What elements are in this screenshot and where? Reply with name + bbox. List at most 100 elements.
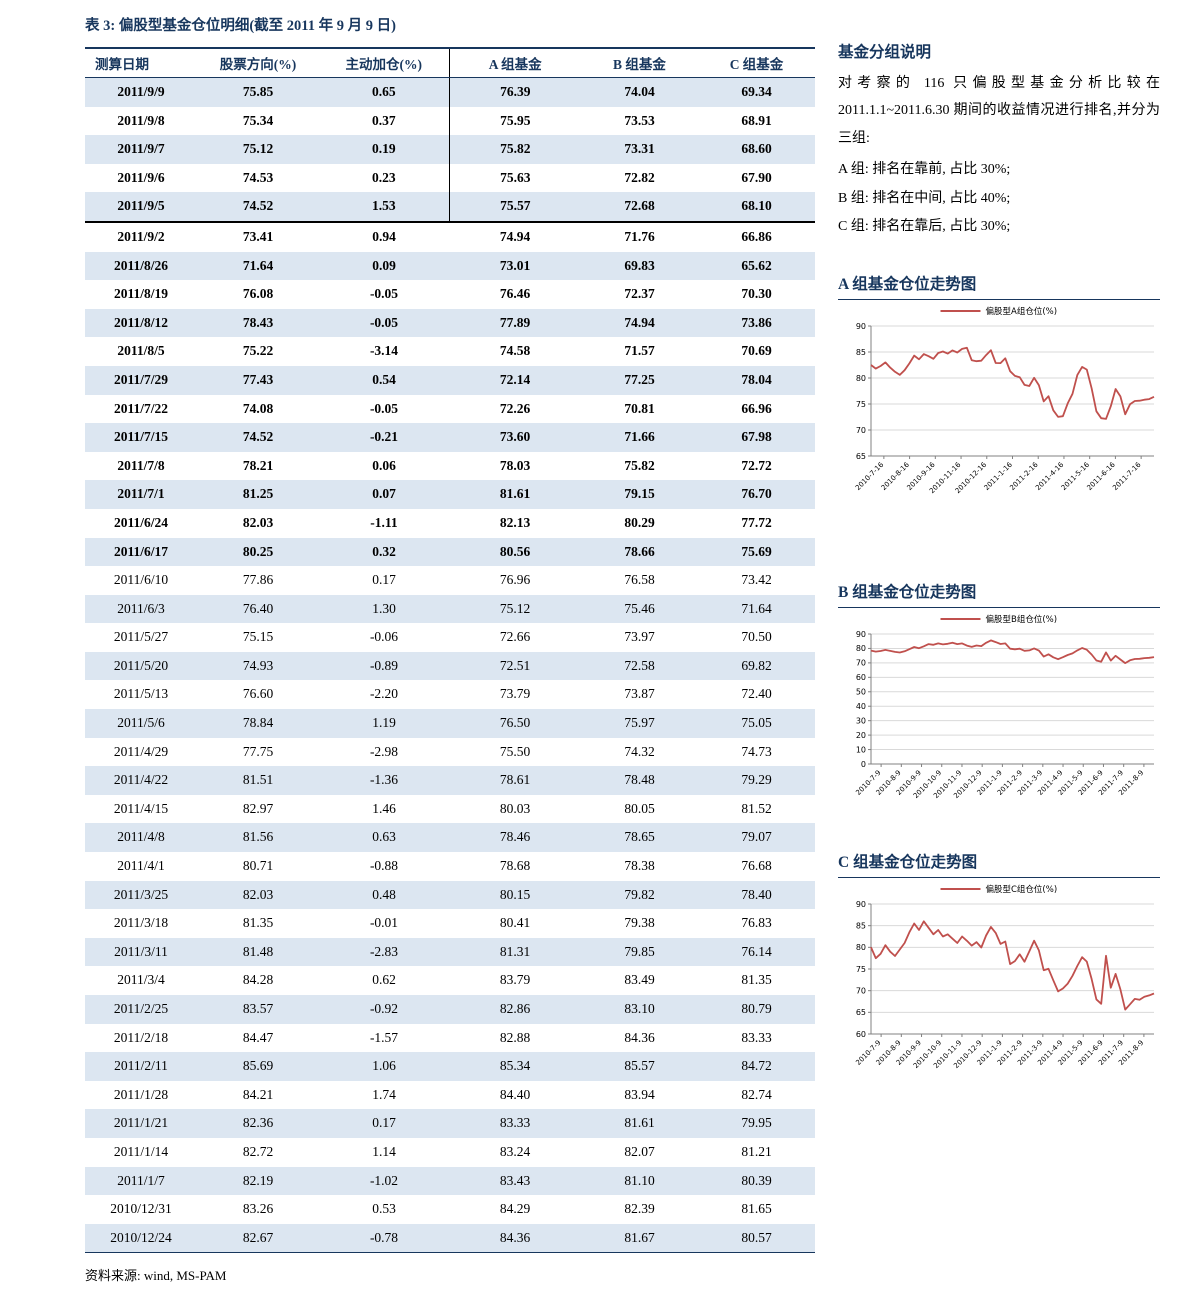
y-tick-label: 40 [856, 702, 866, 711]
value-cell: 79.85 [624, 943, 655, 959]
value-cell: 80.41 [499, 915, 531, 931]
value-cell: 76.08 [242, 286, 274, 302]
value-cell: 78.03 [499, 457, 531, 473]
value-cell: 75.69 [741, 543, 772, 559]
date-cell: 2011/9/9 [117, 84, 165, 99]
y-tick-label: 0 [861, 760, 866, 769]
table-row: 2011/7/22 74.08 -0.05 72.26 70.81 66.96 [85, 395, 815, 424]
value-cell: 85.69 [242, 1058, 274, 1074]
value-cell: 75.12 [242, 141, 274, 157]
y-tick-label: 90 [856, 322, 866, 331]
value-cell: 0.19 [319, 135, 450, 164]
value-cell: 72.51 [499, 657, 531, 673]
value-cell: 82.97 [242, 800, 274, 816]
y-tick-label: 65 [856, 1008, 866, 1017]
value-cell: 82.67 [197, 1223, 319, 1254]
value-cell: 73.31 [624, 141, 655, 157]
value-cell: 69.34 [741, 84, 772, 99]
value-cell: 82.13 [499, 514, 531, 530]
value-cell: 82.19 [242, 1172, 274, 1188]
date-cell: 2011/6/24 [113, 514, 168, 530]
value-cell: 74.52 [197, 192, 319, 223]
value-cell: 76.68 [741, 858, 772, 874]
value-cell: 75.15 [242, 629, 274, 645]
value-cell: 0.94 [372, 228, 396, 244]
chart-section-c: C 组基金仓位走势图 60 65 70 75 80 85 90 2010-7-9 2010-8-… [838, 850, 1160, 1087]
table-row: 2011/8/26 71.64 0.09 73.01 69.83 65.62 [85, 251, 815, 281]
value-cell: 0.53 [372, 1201, 396, 1217]
series-line [870, 920, 1155, 1011]
value-cell: 80.39 [741, 1172, 772, 1188]
y-tick-label: 60 [856, 1030, 866, 1039]
value-cell: 66.86 [741, 228, 772, 244]
value-cell: 81.10 [624, 1172, 655, 1188]
value-cell: 0.62 [372, 972, 396, 988]
value-cell: 83.33 [499, 1115, 531, 1131]
value-cell: 73.97 [624, 629, 655, 645]
value-cell: 1.53 [319, 192, 450, 223]
chart-c-title: C 组基金仓位走势图 [838, 850, 1160, 878]
value-cell: 72.37 [624, 286, 655, 302]
value-cell: 81.61 [499, 486, 531, 502]
value-cell: 84.28 [242, 972, 274, 988]
value-cell: 85.57 [624, 1058, 655, 1074]
value-cell: 76.39 [500, 84, 531, 99]
value-cell: 79.15 [624, 486, 655, 502]
date-cell: 2011/1/7 [117, 1172, 165, 1188]
value-cell: 82.39 [624, 1201, 655, 1217]
table-row: 2011/5/20 74.93 -0.89 72.51 72.58 69.82 [85, 651, 815, 681]
value-cell: -0.05 [369, 286, 399, 302]
chart-a-canvas: 65 70 75 80 85 90 2010-7-16 2010-8-16 2010-9-16 2… [838, 302, 1160, 509]
date-cell: 2011/5/13 [113, 686, 169, 702]
value-cell: 82.03 [242, 886, 274, 902]
table-row: 2011/6/24 82.03 -1.11 82.13 80.29 77.72 [85, 509, 815, 538]
value-cell: -1.02 [369, 1172, 399, 1188]
date-cell: 2011/4/22 [113, 772, 169, 788]
value-cell: 83.94 [624, 1086, 655, 1102]
value-cell: 76.96 [499, 572, 531, 588]
value-cell: 79.95 [741, 1115, 772, 1131]
value-cell: 76.40 [242, 600, 274, 616]
value-cell: 81.35 [242, 915, 274, 931]
legend-label: 偏股型B组仓位(%) [986, 614, 1058, 625]
grouping-note-items: A 组: 排名在靠前, 占比 30%; B 组: 排名在中间, 占比 40%; … [838, 156, 1160, 242]
value-cell: 74.53 [242, 169, 274, 185]
date-cell: 2011/3/18 [113, 915, 169, 931]
value-cell: 81.35 [741, 972, 772, 988]
y-tick-label: 90 [856, 630, 866, 639]
value-cell: 73.60 [499, 429, 531, 445]
value-cell: -0.05 [369, 314, 399, 330]
table-row: 2011/3/4 84.28 0.62 83.79 83.49 81.35 [85, 966, 815, 995]
value-cell: 67.98 [741, 429, 772, 445]
value-cell: 75.12 [499, 600, 531, 616]
value-cell: 76.50 [499, 715, 531, 731]
series-line [870, 639, 1155, 664]
table-row: 2011/2/18 84.47 -1.57 82.88 84.36 83.33 [85, 1024, 815, 1053]
value-cell: 72.26 [499, 400, 531, 416]
value-cell: 70.81 [624, 400, 655, 416]
y-tick-label: 50 [856, 688, 866, 697]
value-cell: 1.46 [372, 800, 396, 816]
chart-a-svg: 6570758085902010-7-162010-8-162010-9-162… [854, 306, 1155, 495]
value-cell: 83.10 [624, 1001, 655, 1016]
y-tick-label: 75 [856, 400, 866, 409]
date-cell: 2011/7/15 [113, 429, 168, 445]
date-cell: 2011/3/4 [117, 972, 165, 988]
value-cell: 74.32 [624, 743, 655, 759]
value-cell: 74.93 [242, 657, 274, 673]
chart-b-svg: 01020304050607080902010-7-92010-8-92010-… [854, 614, 1155, 800]
y-tick-label: 70 [856, 426, 866, 435]
value-cell: 72.40 [741, 686, 772, 702]
value-cell: -0.92 [369, 1001, 399, 1016]
value-cell: -0.01 [369, 915, 399, 931]
value-cell: 0.54 [372, 371, 396, 387]
value-cell: 79.38 [624, 915, 655, 931]
value-cell: 0.09 [372, 257, 396, 273]
source-note: 资料来源: wind, MS-PAM [85, 1268, 227, 1284]
value-cell: -0.88 [369, 858, 399, 874]
value-cell: 74.04 [624, 84, 655, 99]
value-cell: 72.14 [499, 371, 531, 387]
date-cell: 2011/6/3 [117, 600, 165, 616]
value-cell: 69.82 [741, 657, 772, 673]
date-cell: 2011/7/1 [117, 486, 165, 502]
